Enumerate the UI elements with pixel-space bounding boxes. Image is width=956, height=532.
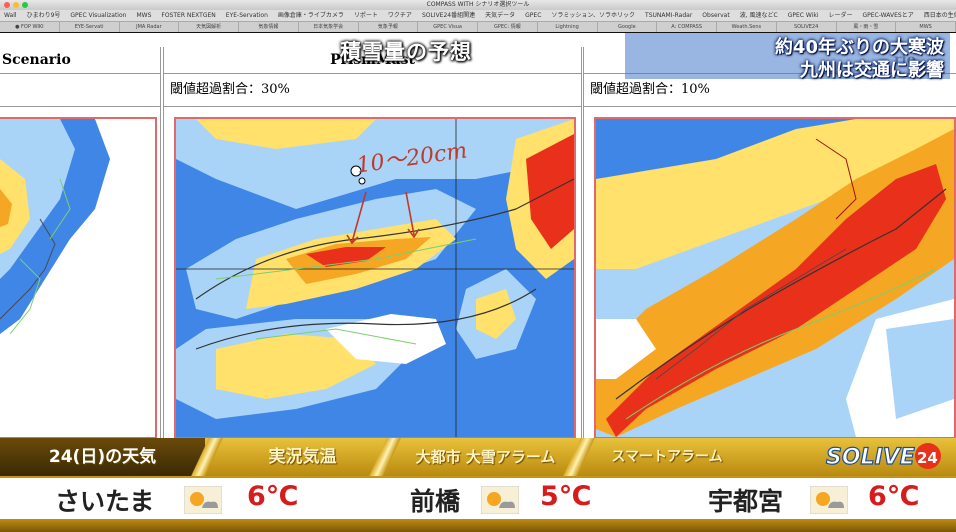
browser-tabs: ● FOP WIKI EYE-Servati JMA Radar 天気図解析 気…: [0, 22, 956, 32]
bookmark-item[interactable]: GPEC Visualization: [70, 12, 127, 19]
bottom-strip: [0, 519, 956, 532]
browser-tab[interactable]: GPEC: 情報: [478, 22, 538, 32]
bookmark-item[interactable]: Wall: [4, 12, 17, 19]
city-name: さいたま: [55, 487, 155, 516]
browser-tab[interactable]: 天気図解析: [179, 22, 239, 32]
column-header: PrismMast: [164, 47, 581, 74]
bookmark-item[interactable]: GPEC Wiki: [787, 12, 819, 19]
bookmark-item[interactable]: MWS: [136, 12, 152, 19]
bookmark-item[interactable]: TSUNAMI-Radar: [645, 12, 693, 19]
threshold-ratio: 閾値超過割合：30%: [164, 74, 581, 107]
broadcast-menu-bar: 24(日)の天気 実況気温 大都市 大雪アラーム スマートアラーム: [0, 438, 956, 476]
close-window-button[interactable]: [4, 2, 10, 8]
headline-overlay: 積雪量の予想: [340, 40, 472, 64]
bookmark-item[interactable]: SOLIVE24番組関連: [421, 12, 476, 19]
minimize-window-button[interactable]: [13, 2, 19, 8]
menu-item-weather[interactable]: 24(日)の天気: [0, 438, 205, 476]
column-header: Scenario: [0, 47, 160, 74]
annotation-arrows: [346, 191, 420, 245]
scenario-column-2: PrismMast 閾値超過割合：30%: [163, 47, 582, 438]
sun-cloud-icon: [810, 486, 848, 514]
bookmark-item[interactable]: 西日本の生値データ: [923, 12, 956, 19]
menu-item-snow-alarm[interactable]: 大都市 大雪アラーム: [415, 448, 556, 466]
solive-logo: SOLIVE 24: [825, 443, 941, 471]
window-titlebar: COMPASS WITH シナリオ選択ツール: [0, 0, 956, 10]
browser-tab[interactable]: 気象情報: [239, 22, 299, 32]
browser-tab[interactable]: EYE-Servati: [60, 22, 120, 32]
sun-cloud-icon: [481, 486, 519, 514]
logo-text: SOLIVE: [826, 445, 915, 470]
bookmark-item[interactable]: EYE-Servation: [225, 12, 268, 19]
snow-map-2: [174, 117, 576, 438]
bookmarks-bar: Wall ひまわり9号 GPEC Visualization MWS FOSTE…: [0, 10, 956, 22]
temperature: 6℃: [247, 481, 299, 512]
menu-item-temperature[interactable]: 実況気温: [268, 447, 337, 467]
scenario-column-3: rio 閾値超過割合：10%: [583, 47, 956, 438]
browser-tab[interactable]: ● FOP WIKI: [0, 22, 60, 32]
snow-map-3: [594, 117, 956, 438]
bookmark-item[interactable]: リポート: [353, 12, 378, 19]
zoom-window-button[interactable]: [22, 2, 28, 8]
news-line-2: 九州は交通に影響: [800, 60, 944, 81]
scenario-column-1: Scenario: [0, 47, 161, 438]
temperature: 6℃: [868, 481, 920, 512]
bookmark-item[interactable]: GPEC: [525, 12, 542, 19]
browser-tab[interactable]: JMA Radar: [120, 22, 180, 32]
news-box: [625, 33, 950, 79]
browser-tab[interactable]: 風・雨・雪: [837, 22, 897, 32]
bookmark-item[interactable]: ワクチア: [387, 12, 412, 19]
browser-tab[interactable]: SOLIVE24: [777, 22, 837, 32]
bookmark-item[interactable]: レーダー: [828, 12, 853, 19]
city-weather-row: さいたま 6℃ 前橋 5℃ 宇都宮 6℃: [0, 476, 956, 521]
city-name: 宇都宮: [708, 487, 784, 516]
browser-tab[interactable]: MWS: [896, 22, 956, 32]
logo-badge: 24: [917, 449, 938, 467]
news-line-1: 約40年ぶりの大寒波: [774, 37, 944, 58]
bookmark-item[interactable]: ソラミッション、ソラホリック: [551, 12, 636, 19]
browser-tab[interactable]: 気象予報: [359, 22, 419, 32]
snow-map-1: [0, 117, 157, 438]
bookmark-item[interactable]: GPEC-WAVESとア: [862, 12, 914, 19]
browser-tab[interactable]: Lightning: [538, 22, 598, 32]
browser-tab[interactable]: Google: [598, 22, 658, 32]
bookmark-item[interactable]: 画像倉庫・ライブカメラ: [277, 12, 344, 19]
city-name: 前橋: [410, 487, 461, 516]
scenario-page: Scenario PrismMast 閾値超過割合：30%: [0, 33, 956, 438]
browser-tab[interactable]: A: COMPASS: [657, 22, 717, 32]
bookmark-item[interactable]: 天気データ: [485, 12, 516, 19]
sun-cloud-icon: [184, 486, 222, 514]
browser-tab[interactable]: GPEC Visua: [418, 22, 478, 32]
browser-tab[interactable]: Weath.Sens: [717, 22, 777, 32]
menu-item-smart-alarm[interactable]: スマートアラーム: [611, 449, 723, 465]
bookmark-item[interactable]: Observat: [702, 12, 730, 19]
browser-tab[interactable]: 日本気象学会: [299, 22, 359, 32]
bookmark-item[interactable]: ひまわり9号: [26, 12, 61, 19]
bookmark-item[interactable]: 波, 風速などC: [739, 12, 778, 19]
temperature: 5℃: [540, 481, 592, 512]
window-title: COMPASS WITH シナリオ選択ツール: [426, 1, 530, 8]
bookmark-item[interactable]: FOSTER NEXTGEN: [161, 12, 216, 19]
threshold-ratio: 閾値超過割合：10%: [584, 74, 956, 107]
